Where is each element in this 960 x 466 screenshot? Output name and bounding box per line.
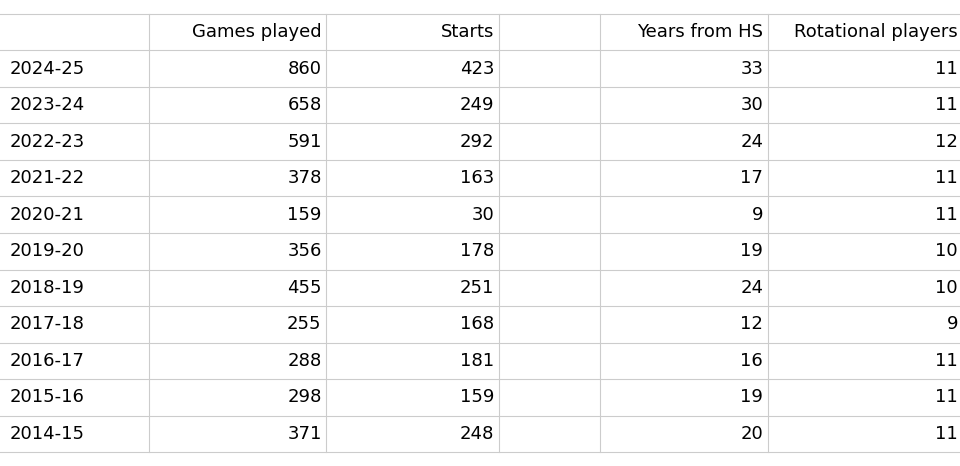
Text: 249: 249 [460,96,494,114]
Text: 11: 11 [935,388,958,406]
Text: 33: 33 [740,60,763,78]
Text: 19: 19 [740,388,763,406]
Text: 860: 860 [288,60,322,78]
Text: 2023-24: 2023-24 [10,96,84,114]
Text: 20: 20 [740,425,763,443]
Text: 24: 24 [740,279,763,297]
Text: 288: 288 [287,352,322,370]
Text: 378: 378 [287,169,322,187]
Text: 12: 12 [935,133,958,151]
Text: 591: 591 [287,133,322,151]
Text: 251: 251 [460,279,494,297]
Text: 2024-25: 2024-25 [10,60,84,78]
Text: 30: 30 [471,206,494,224]
Text: 2015-16: 2015-16 [10,388,84,406]
Text: 10: 10 [935,242,958,260]
Text: 9: 9 [947,315,958,333]
Text: 30: 30 [740,96,763,114]
Text: 2022-23: 2022-23 [10,133,84,151]
Text: 371: 371 [287,425,322,443]
Text: 11: 11 [935,96,958,114]
Text: Rotational players: Rotational players [794,23,958,41]
Text: 10: 10 [935,279,958,297]
Text: 19: 19 [740,242,763,260]
Text: 292: 292 [460,133,494,151]
Text: 2014-15: 2014-15 [10,425,84,443]
Text: 11: 11 [935,206,958,224]
Text: 24: 24 [740,133,763,151]
Text: 159: 159 [460,388,494,406]
Text: 255: 255 [287,315,322,333]
Text: 2016-17: 2016-17 [10,352,84,370]
Text: 16: 16 [740,352,763,370]
Text: 658: 658 [287,96,322,114]
Text: 11: 11 [935,169,958,187]
Text: 178: 178 [460,242,494,260]
Text: 2018-19: 2018-19 [10,279,84,297]
Text: 423: 423 [460,60,494,78]
Text: 11: 11 [935,60,958,78]
Text: Games played: Games played [192,23,322,41]
Text: Years from HS: Years from HS [637,23,763,41]
Text: 159: 159 [287,206,322,224]
Text: 2019-20: 2019-20 [10,242,84,260]
Text: 455: 455 [287,279,322,297]
Text: 11: 11 [935,352,958,370]
Text: 2017-18: 2017-18 [10,315,84,333]
Text: 181: 181 [460,352,494,370]
Text: 248: 248 [460,425,494,443]
Text: 2021-22: 2021-22 [10,169,84,187]
Text: 298: 298 [287,388,322,406]
Text: 9: 9 [752,206,763,224]
Text: 12: 12 [740,315,763,333]
Text: 2020-21: 2020-21 [10,206,84,224]
Text: 356: 356 [287,242,322,260]
Text: 168: 168 [460,315,494,333]
Text: 11: 11 [935,425,958,443]
Text: Starts: Starts [441,23,494,41]
Text: 17: 17 [740,169,763,187]
Text: 163: 163 [460,169,494,187]
